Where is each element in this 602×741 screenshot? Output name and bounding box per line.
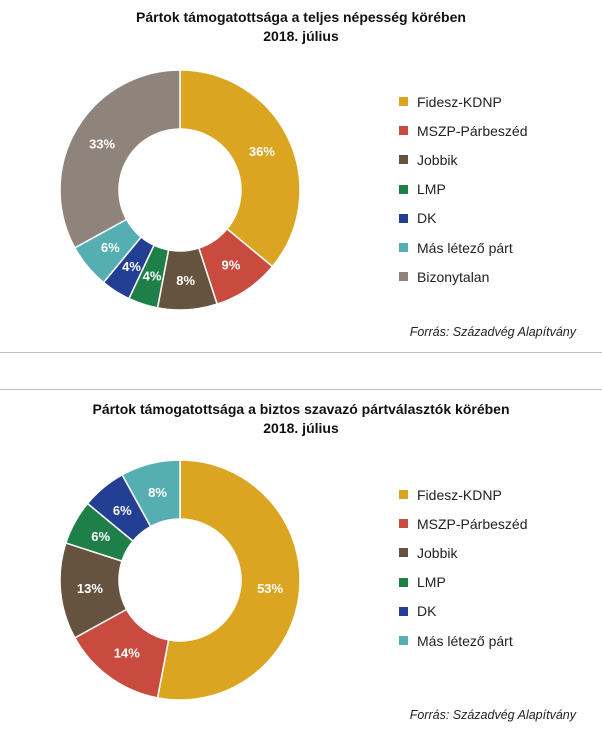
legend-swatch bbox=[399, 606, 408, 616]
data-label-fidesz-kdnp: 36% bbox=[249, 144, 275, 159]
legend-item-lmp: LMP bbox=[399, 175, 527, 204]
chart-source: Forrás: Századvég Alapítvány bbox=[409, 708, 576, 722]
legend-swatch bbox=[399, 213, 408, 223]
divider bbox=[0, 352, 602, 353]
legend-label: Más létező párt bbox=[417, 239, 513, 256]
legend-label: Jobbik bbox=[417, 151, 458, 168]
data-label-mszp-parbeszed: 9% bbox=[221, 257, 240, 272]
donut-slice-bizonytalan bbox=[59, 69, 181, 249]
legend-label: Bizonytalan bbox=[417, 268, 490, 285]
donut-slice-fidesz-kdnp bbox=[156, 459, 301, 701]
legend-swatch bbox=[399, 243, 408, 253]
legend-label: Jobbik bbox=[417, 544, 458, 561]
legend-item-mas-letezo-part: Más létező párt bbox=[399, 233, 527, 262]
chart-subtitle-text: 2018. július bbox=[263, 28, 339, 44]
chart-legend: Fidesz-KDNP MSZP-Párbeszéd Jobbik LMP DK Más … bbox=[399, 87, 527, 291]
chart-subtitle-text: 2018. július bbox=[263, 420, 339, 436]
donut-slice-mas-letezo-part bbox=[121, 459, 181, 528]
legend-item-dk: DK bbox=[399, 597, 527, 626]
legend-item-lmp: LMP bbox=[399, 568, 527, 597]
legend-swatch bbox=[399, 548, 408, 558]
legend-swatch bbox=[399, 126, 408, 136]
legend-item-fidesz-kdnp: Fidesz-KDNP bbox=[399, 87, 527, 116]
divider bbox=[0, 389, 602, 390]
legend-swatch bbox=[399, 636, 408, 646]
legend-swatch bbox=[399, 184, 408, 194]
legend-label: LMP bbox=[417, 574, 446, 591]
chart-title: Pártok támogatottsága a biztos szavazó p… bbox=[0, 400, 602, 438]
chart-source: Forrás: Századvég Alapítvány bbox=[409, 325, 576, 339]
data-label-jobbik: 8% bbox=[176, 273, 195, 288]
legend-swatch bbox=[399, 97, 408, 107]
legend-item-dk: DK bbox=[399, 204, 527, 233]
legend-swatch bbox=[399, 272, 408, 282]
legend-item-jobbik: Jobbik bbox=[399, 145, 527, 174]
data-label-jobbik: 13% bbox=[77, 581, 103, 596]
donut-chart: 53% 14% 13% 6%6% 8% bbox=[59, 459, 301, 701]
legend-label: DK bbox=[417, 603, 437, 620]
chart-title-text: Pártok támogatottsága a biztos szavazó p… bbox=[92, 401, 510, 417]
legend-label: Fidesz-KDNP bbox=[417, 486, 502, 503]
legend-item-mszp-parbeszed: MSZP-Párbeszéd bbox=[399, 116, 527, 145]
legend-item-jobbik: Jobbik bbox=[399, 538, 527, 567]
data-label-lmp: 4% bbox=[143, 269, 162, 284]
legend-label: Fidesz-KDNP bbox=[417, 93, 502, 110]
donut-slice-fidesz-kdnp bbox=[179, 69, 301, 268]
data-label-mas-letezo-part: 8% bbox=[148, 485, 167, 500]
donut-chart: 36%9%8%4%4%6%33% bbox=[59, 69, 301, 311]
legend-swatch bbox=[399, 155, 408, 165]
chart-title: Pártok támogatottsága a teljes népesség … bbox=[0, 8, 602, 46]
legend-label: MSZP-Párbeszéd bbox=[417, 122, 528, 139]
data-label-mas-letezo-part: 6% bbox=[101, 240, 120, 255]
legend-label: MSZP-Párbeszéd bbox=[417, 515, 528, 532]
legend-item-mszp-parbeszed: MSZP-Párbeszéd bbox=[399, 509, 527, 538]
chart-panel-certain-voters: Pártok támogatottsága a biztos szavazó p… bbox=[0, 390, 602, 741]
legend-swatch bbox=[399, 519, 408, 529]
chart-legend: Fidesz-KDNP MSZP-Párbeszéd Jobbik LMP DK Más … bbox=[399, 480, 527, 655]
legend-swatch bbox=[399, 490, 408, 500]
legend-swatch bbox=[399, 577, 408, 587]
legend-label: LMP bbox=[417, 181, 446, 198]
data-label-dk: 4% bbox=[122, 259, 141, 274]
data-label-dk: 6% bbox=[113, 503, 132, 518]
data-label-bizonytalan: 33% bbox=[89, 136, 115, 151]
legend-item-mas-letezo-part: Más létező párt bbox=[399, 626, 527, 655]
chart-title-text: Pártok támogatottsága a teljes népesség … bbox=[136, 9, 466, 25]
chart-panel-total-population: Pártok támogatottsága a teljes népesség … bbox=[0, 0, 602, 352]
data-label-mszp-parbeszed: 14% bbox=[114, 646, 140, 661]
legend-item-bizonytalan: Bizonytalan bbox=[399, 262, 527, 291]
legend-label: Más létező párt bbox=[417, 632, 513, 649]
legend-label: DK bbox=[417, 210, 437, 227]
data-label-fidesz-kdnp: 53% bbox=[257, 581, 283, 596]
legend-item-fidesz-kdnp: Fidesz-KDNP bbox=[399, 480, 527, 509]
data-label-lmp: 6% bbox=[91, 529, 110, 544]
